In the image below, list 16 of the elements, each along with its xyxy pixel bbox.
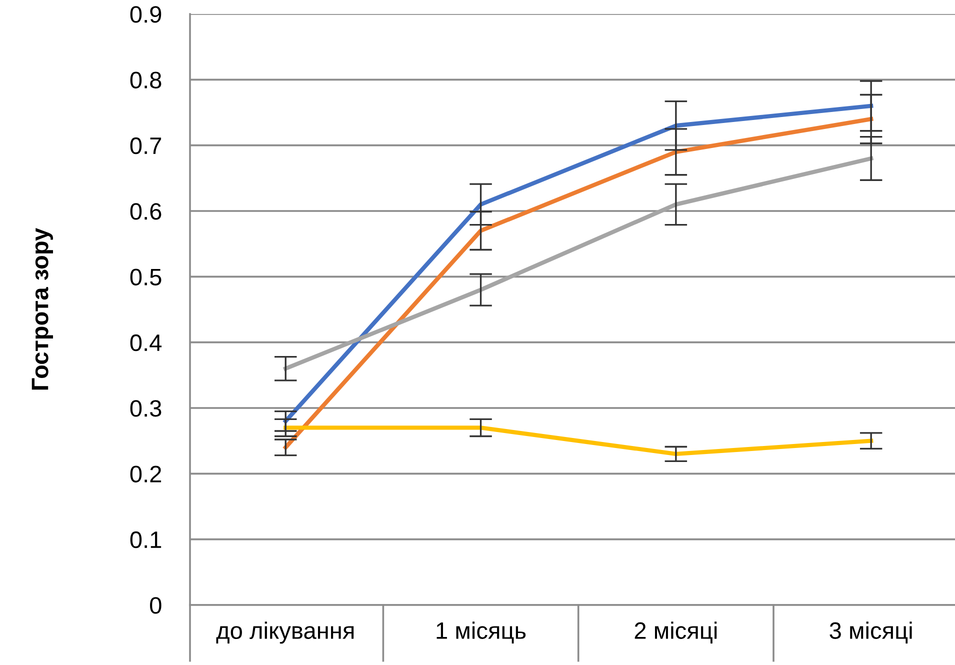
y-tick-label: 0.8: [130, 72, 162, 88]
x-tick-label: до лікування: [216, 622, 354, 644]
y-tick-label: 0.7: [130, 137, 162, 154]
y-tick-label: 0.5: [130, 268, 162, 286]
y-tick-label: 0.9: [130, 6, 162, 23]
y-tick-label: 0.4: [130, 334, 162, 352]
x-tick-label: 1 місяць: [436, 622, 526, 644]
y-tick-label: 0: [150, 597, 162, 614]
y-tick-label: 0.6: [130, 203, 162, 220]
y-tick-label: 0.3: [130, 400, 162, 417]
x-tick-label: 2 місяці: [634, 622, 717, 644]
x-tick-label: 3 місяці: [830, 622, 912, 644]
y-axis-title: Гострота зору: [32, 228, 54, 390]
line-series: [284, 156, 874, 371]
y-tick-label: 0.1: [130, 531, 162, 548]
y-tick-label: 0.2: [130, 466, 162, 482]
